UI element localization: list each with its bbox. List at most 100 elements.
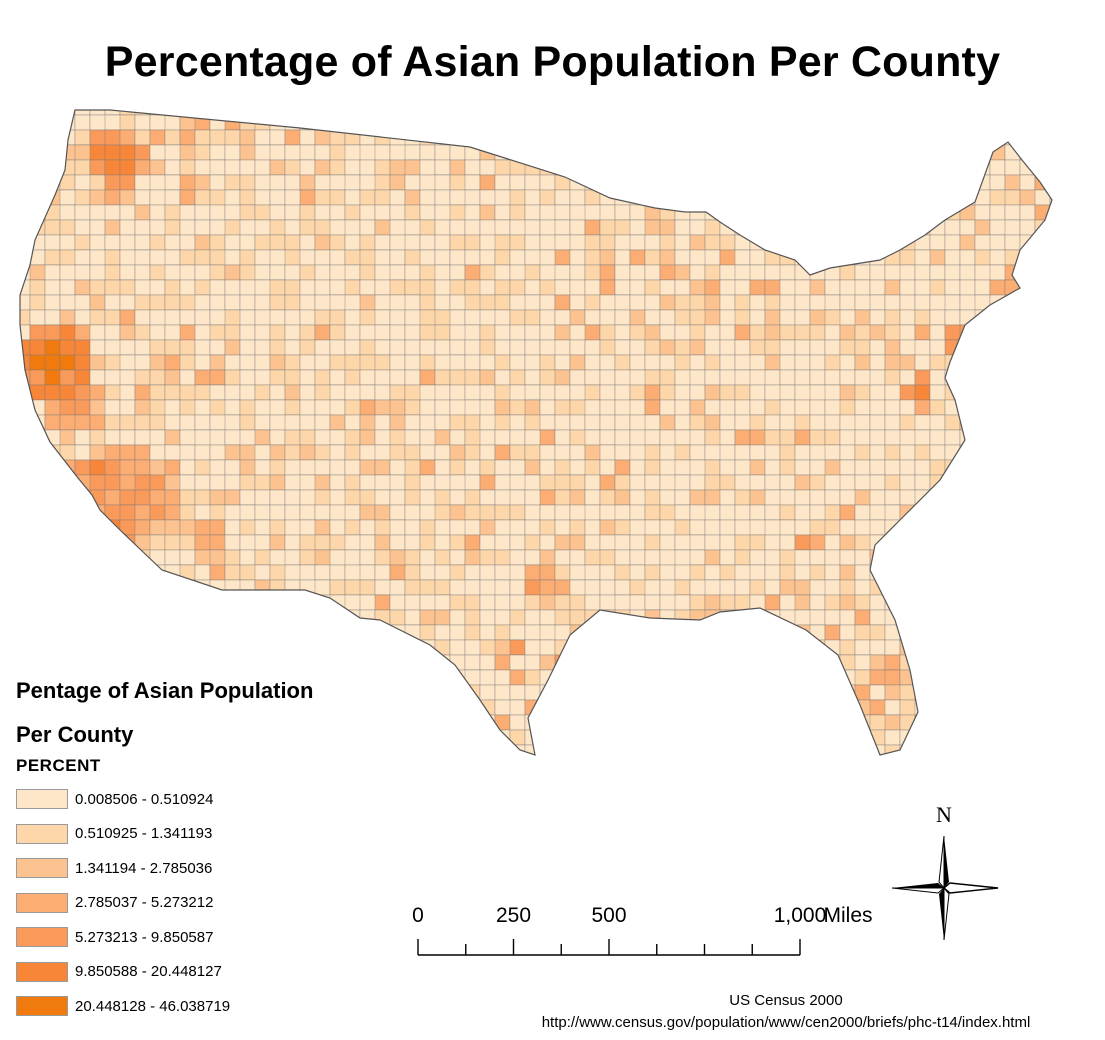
county-polygon bbox=[809, 369, 826, 386]
county-polygon bbox=[705, 760, 735, 770]
county-polygon bbox=[419, 474, 436, 491]
county-polygon bbox=[989, 699, 1006, 716]
county-polygon bbox=[479, 249, 496, 266]
county-polygon bbox=[164, 639, 196, 656]
county-polygon bbox=[614, 684, 646, 701]
county-polygon bbox=[884, 369, 901, 386]
county-polygon bbox=[824, 684, 856, 701]
county-polygon bbox=[869, 369, 886, 386]
county-polygon bbox=[344, 609, 361, 626]
county-polygon bbox=[614, 174, 631, 191]
county-polygon bbox=[20, 354, 31, 371]
county-polygon bbox=[20, 204, 31, 221]
county-polygon bbox=[254, 534, 271, 551]
county-polygon bbox=[299, 219, 316, 236]
county-polygon bbox=[599, 639, 616, 656]
county-polygon bbox=[629, 309, 646, 326]
county-polygon bbox=[254, 189, 271, 206]
county-polygon bbox=[299, 594, 316, 611]
county-polygon bbox=[509, 489, 526, 506]
county-polygon bbox=[989, 564, 1006, 581]
legend-swatch bbox=[16, 892, 68, 913]
county-polygon bbox=[944, 579, 976, 596]
county-polygon bbox=[704, 339, 721, 356]
county-polygon bbox=[689, 729, 706, 746]
county-polygon bbox=[569, 129, 586, 146]
county-polygon bbox=[599, 204, 616, 221]
county-polygon bbox=[314, 110, 331, 116]
county-polygon bbox=[449, 279, 466, 296]
county-polygon bbox=[74, 549, 91, 566]
county-polygon bbox=[899, 609, 931, 626]
county-polygon bbox=[689, 234, 706, 251]
county-polygon bbox=[224, 384, 241, 401]
county-polygon bbox=[494, 294, 511, 311]
county-polygon bbox=[554, 294, 571, 311]
county-polygon bbox=[119, 579, 136, 596]
county-polygon bbox=[749, 624, 766, 641]
county-polygon bbox=[374, 414, 391, 431]
county-polygon bbox=[944, 264, 961, 281]
county-polygon bbox=[824, 249, 841, 266]
county-polygon bbox=[134, 114, 151, 131]
county-polygon bbox=[1080, 355, 1095, 370]
county-polygon bbox=[824, 219, 856, 236]
county-polygon bbox=[419, 699, 436, 716]
county-polygon bbox=[314, 474, 331, 491]
county-polygon bbox=[494, 609, 511, 626]
county-polygon bbox=[524, 444, 541, 461]
county-polygon bbox=[44, 549, 61, 566]
county-polygon bbox=[0, 160, 15, 175]
county-polygon bbox=[149, 159, 166, 176]
county-polygon bbox=[1095, 700, 1105, 715]
county-polygon bbox=[284, 429, 301, 446]
county-polygon bbox=[824, 549, 841, 566]
county-polygon bbox=[149, 354, 166, 371]
county-polygon bbox=[269, 369, 286, 386]
county-polygon bbox=[914, 654, 946, 671]
county-polygon bbox=[839, 474, 856, 491]
county-polygon bbox=[779, 144, 811, 161]
county-polygon bbox=[1065, 190, 1095, 205]
county-polygon bbox=[584, 699, 601, 716]
county-polygon bbox=[89, 549, 106, 566]
county-polygon bbox=[59, 639, 91, 656]
county-polygon bbox=[1019, 339, 1051, 356]
county-polygon bbox=[509, 594, 526, 611]
county-polygon bbox=[809, 159, 841, 176]
county-polygon bbox=[1004, 189, 1021, 206]
county-polygon bbox=[674, 144, 691, 161]
county-polygon bbox=[329, 624, 346, 641]
county-polygon bbox=[404, 504, 421, 521]
county-polygon bbox=[989, 399, 1021, 416]
county-polygon bbox=[914, 579, 931, 596]
county-polygon bbox=[659, 309, 676, 326]
county-polygon bbox=[734, 159, 766, 176]
county-polygon bbox=[899, 354, 916, 371]
county-polygon bbox=[929, 744, 946, 755]
county-polygon bbox=[329, 414, 346, 431]
county-polygon bbox=[284, 174, 301, 191]
county-polygon bbox=[1049, 264, 1052, 281]
county-polygon bbox=[434, 249, 451, 266]
county-polygon bbox=[194, 654, 226, 671]
county-polygon bbox=[224, 159, 241, 176]
county-polygon bbox=[915, 760, 945, 770]
county-polygon bbox=[839, 609, 856, 626]
county-polygon bbox=[29, 549, 46, 566]
county-polygon bbox=[539, 189, 556, 206]
county-polygon bbox=[74, 654, 91, 671]
county-polygon bbox=[404, 444, 421, 461]
county-polygon bbox=[614, 204, 631, 221]
county-polygon bbox=[344, 474, 361, 491]
county-polygon bbox=[404, 264, 421, 281]
county-polygon bbox=[689, 564, 706, 581]
county-polygon bbox=[1080, 595, 1105, 610]
county-polygon bbox=[704, 189, 721, 206]
county-polygon bbox=[179, 159, 196, 176]
county-polygon bbox=[569, 549, 586, 566]
county-polygon bbox=[914, 144, 931, 161]
county-polygon bbox=[434, 699, 451, 716]
county-polygon bbox=[869, 519, 886, 536]
county-polygon bbox=[239, 189, 256, 206]
